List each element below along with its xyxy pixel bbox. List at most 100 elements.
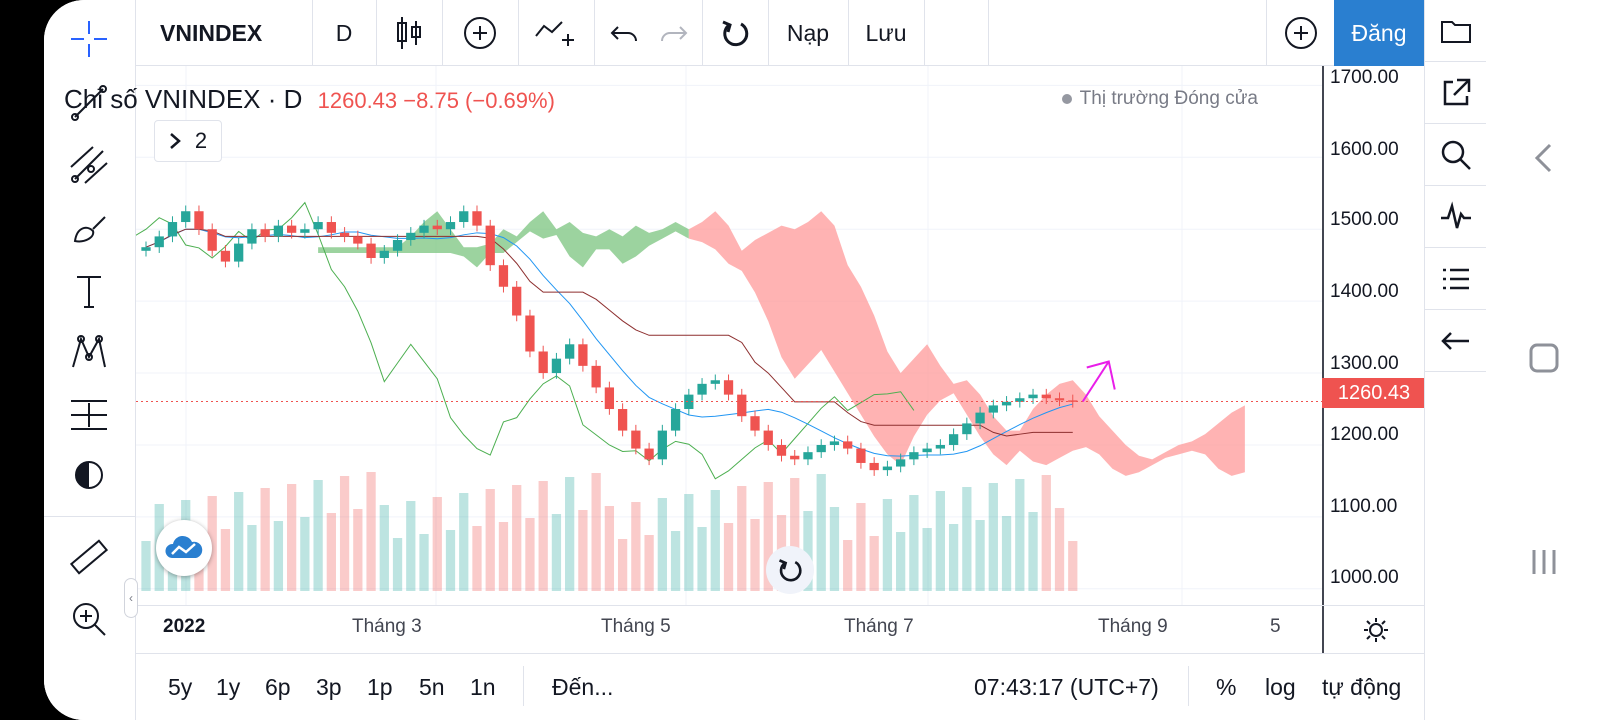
pattern-icon[interactable] <box>64 328 114 378</box>
last-price-label: 1260.43 <box>1322 378 1426 408</box>
candle-body <box>419 225 429 233</box>
volume-bar <box>247 525 257 591</box>
auto-scale-toggle[interactable]: tự động <box>1322 674 1402 700</box>
candle-body <box>300 229 310 233</box>
search-icon[interactable] <box>1425 124 1486 186</box>
volume-bar <box>882 499 893 591</box>
prediction-measure-icon[interactable] <box>64 390 114 440</box>
time-axis[interactable]: 2022 Tháng 3 Tháng 5 Tháng 7 Tháng 9 5 <box>136 605 1426 654</box>
volume-bar <box>617 539 628 591</box>
pitchfork-icon[interactable] <box>64 140 114 190</box>
volume-bar <box>353 509 363 591</box>
volume-bar <box>326 513 336 591</box>
candle-body <box>763 430 773 445</box>
candles-icon[interactable] <box>376 0 442 66</box>
log-scale-toggle[interactable]: log <box>1265 674 1296 700</box>
candle-body <box>684 394 694 410</box>
candle-body <box>207 229 217 251</box>
collapse-toolbar-handle[interactable]: ‹ <box>124 578 138 618</box>
range-5d-button[interactable]: 5n <box>419 674 445 700</box>
volume-bar <box>684 494 694 591</box>
reload-icon[interactable] <box>702 0 768 66</box>
candle-body <box>644 448 654 460</box>
volume-bar <box>803 511 813 591</box>
crosshair-icon[interactable] <box>64 14 114 64</box>
candle-body <box>339 232 350 237</box>
volume-bar <box>339 476 350 591</box>
indicators-icon[interactable] <box>518 0 594 66</box>
time-tick-label: Tháng 9 <box>1098 616 1168 637</box>
range-1m-button[interactable]: 1p <box>367 674 393 700</box>
reset-chart-button[interactable] <box>766 546 814 594</box>
candle-body <box>922 448 932 453</box>
text-tool-icon[interactable] <box>64 266 114 316</box>
volume-bar <box>1054 508 1065 591</box>
volume-bar <box>896 532 906 591</box>
price-tick-label: 1700.00 <box>1330 67 1399 88</box>
volume-bar <box>763 482 773 591</box>
load-layout-button[interactable]: Nạp <box>786 19 830 46</box>
volume-bar <box>750 519 760 591</box>
signup-button[interactable]: Đăng <box>1334 0 1424 66</box>
volume-bar <box>260 488 270 591</box>
legend-symbol-title: Chỉ số VNINDEX · D <box>64 84 303 114</box>
candle-body <box>392 240 403 251</box>
volume-bar <box>962 487 972 591</box>
settings-gear-icon[interactable] <box>1356 610 1396 650</box>
percent-scale-toggle[interactable]: % <box>1216 674 1237 700</box>
brush-icon[interactable] <box>64 204 114 254</box>
trend-line-icon[interactable] <box>64 78 114 128</box>
market-status: Thị trường Đóng cửa <box>1061 88 1258 110</box>
back-chevron-icon[interactable] <box>1522 136 1566 180</box>
price-tick-label: 1500.00 <box>1330 209 1399 230</box>
folder-icon[interactable] <box>1425 0 1486 62</box>
volume-bar <box>1001 516 1012 591</box>
candle-body <box>790 455 800 460</box>
candle-body <box>776 444 787 456</box>
range-1y-button[interactable]: 1y <box>216 674 241 700</box>
undo-icon[interactable] <box>602 0 648 66</box>
symbol-search-button[interactable]: VNINDEX <box>160 19 263 46</box>
volume-bar <box>790 478 800 591</box>
candle-body <box>1015 398 1025 402</box>
volume-bar <box>829 507 840 591</box>
pulse-icon[interactable] <box>1425 186 1486 248</box>
volume-bar <box>935 491 945 591</box>
candle-body <box>220 250 231 262</box>
redo-icon[interactable] <box>650 0 696 66</box>
range-5y-button[interactable]: 5y <box>168 674 193 700</box>
candle-body <box>445 222 456 230</box>
zoom-in-icon[interactable] <box>64 594 114 644</box>
volume-bar <box>379 505 389 591</box>
candle-body <box>525 315 535 352</box>
add-chart-icon[interactable] <box>1268 0 1334 66</box>
open-external-icon[interactable] <box>1425 62 1486 124</box>
compare-add-icon[interactable] <box>442 0 518 66</box>
volume-bar <box>909 495 919 591</box>
android-nav-bar <box>1486 0 1600 720</box>
recents-icon[interactable] <box>1522 540 1566 584</box>
volume-bar <box>459 493 469 591</box>
range-1d-button[interactable]: 1n <box>470 674 496 700</box>
goto-date-button[interactable]: Đến... <box>552 674 614 700</box>
candle-body <box>154 236 164 248</box>
range-6m-button[interactable]: 6p <box>265 674 291 700</box>
home-square-icon[interactable] <box>1522 336 1566 380</box>
candle-body <box>710 380 720 384</box>
list-icon[interactable] <box>1425 248 1486 310</box>
clock-timezone-button[interactable]: 07:43:17 (UTC+7) <box>974 674 1159 700</box>
candle-body <box>498 265 509 287</box>
range-3m-button[interactable]: 3p <box>316 674 342 700</box>
candle-body <box>869 462 879 471</box>
candle-body <box>194 211 204 230</box>
save-layout-button[interactable]: Lưu <box>865 19 907 46</box>
ruler-icon[interactable] <box>64 532 114 582</box>
price-axis[interactable]: 1700.00 1600.00 1500.00 1400.00 1300.00 … <box>1322 66 1426 611</box>
volume-bar <box>141 541 151 591</box>
theme-contrast-icon[interactable] <box>64 450 114 500</box>
studies-toggle-button[interactable]: 2 <box>154 120 222 162</box>
tradingview-logo-button[interactable] <box>156 520 212 576</box>
chart-pane[interactable] <box>136 66 1424 611</box>
arrow-left-icon[interactable] <box>1425 310 1486 372</box>
interval-button[interactable]: D <box>335 19 353 46</box>
